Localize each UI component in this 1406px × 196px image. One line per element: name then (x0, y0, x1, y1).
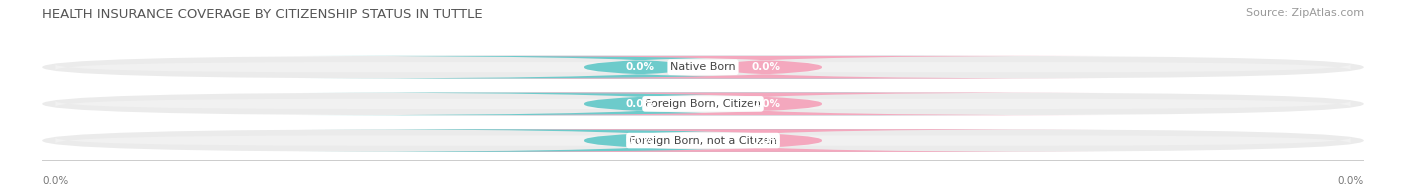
Text: 0.0%: 0.0% (751, 136, 780, 146)
FancyBboxPatch shape (426, 129, 1107, 152)
Text: 0.0%: 0.0% (751, 99, 780, 109)
Text: 0.0%: 0.0% (42, 176, 69, 186)
Text: Source: ZipAtlas.com: Source: ZipAtlas.com (1246, 8, 1364, 18)
FancyBboxPatch shape (55, 62, 1351, 72)
FancyBboxPatch shape (55, 99, 1351, 109)
Text: 0.0%: 0.0% (1337, 176, 1364, 186)
Text: HEALTH INSURANCE COVERAGE BY CITIZENSHIP STATUS IN TUTTLE: HEALTH INSURANCE COVERAGE BY CITIZENSHIP… (42, 8, 482, 21)
Text: Foreign Born, Citizen: Foreign Born, Citizen (645, 99, 761, 109)
FancyBboxPatch shape (426, 56, 1107, 79)
FancyBboxPatch shape (299, 56, 980, 79)
FancyBboxPatch shape (55, 135, 1351, 146)
Text: 0.0%: 0.0% (626, 99, 655, 109)
Text: 0.0%: 0.0% (626, 136, 655, 146)
FancyBboxPatch shape (299, 93, 980, 115)
FancyBboxPatch shape (426, 93, 1107, 115)
Text: 0.0%: 0.0% (626, 62, 655, 72)
Text: 0.0%: 0.0% (751, 62, 780, 72)
Text: Native Born: Native Born (671, 62, 735, 72)
FancyBboxPatch shape (42, 56, 1364, 79)
FancyBboxPatch shape (42, 129, 1364, 152)
FancyBboxPatch shape (42, 93, 1364, 115)
Text: Foreign Born, not a Citizen: Foreign Born, not a Citizen (628, 136, 778, 146)
FancyBboxPatch shape (299, 129, 980, 152)
